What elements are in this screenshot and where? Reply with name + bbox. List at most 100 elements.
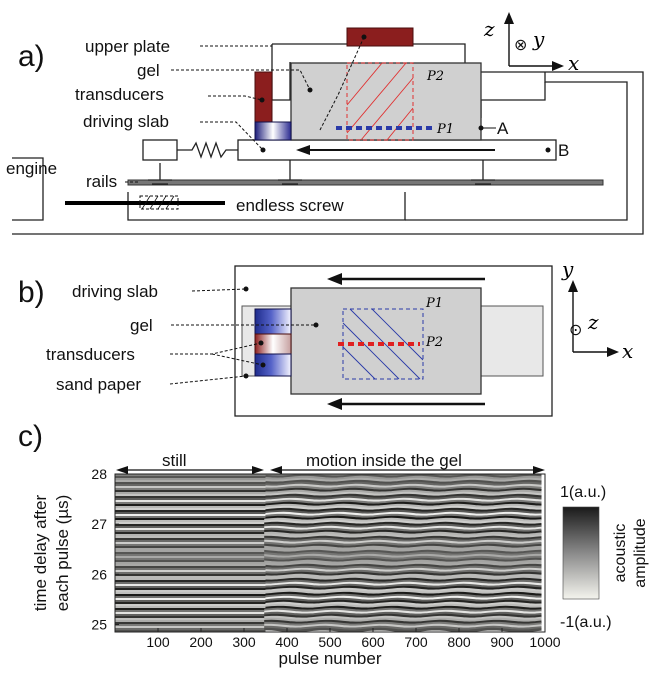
heatmap-row-motion [264, 589, 542, 595]
panel-c: c) 100 200 300 400 500 600 700 800 900 1000 25262… [18, 420, 649, 668]
heatmap-row-still [115, 496, 266, 499]
heatmap-row-motion [264, 573, 542, 579]
x-tick-label: 1000 [529, 634, 560, 650]
colorbar [562, 506, 600, 600]
heatmap-row-still [115, 534, 266, 537]
heatmap-row-motion [264, 551, 542, 557]
x-tick-label: 700 [404, 634, 428, 650]
axis-z-label-a: z [483, 17, 495, 41]
rails [127, 179, 604, 186]
heatmap-row-motion [264, 591, 542, 597]
heatmap-row-still [115, 630, 266, 632]
heatmap-row-still [115, 494, 266, 497]
heatmap-row-motion [264, 569, 542, 575]
axis-y-label-a: y [532, 27, 545, 51]
heatmap-row-still [115, 552, 266, 555]
heatmap-row-still [115, 584, 266, 587]
heatmap-row-motion [264, 499, 542, 505]
heatmap-row-still [115, 514, 266, 517]
colorbar-title-line2: amplitude [632, 518, 649, 587]
heatmap-row-motion [264, 481, 542, 487]
heatmap-row-motion [264, 525, 542, 531]
y-axis-ticks: 25 26 27 28 [91, 466, 119, 632]
heatmap-row-motion [264, 557, 542, 563]
x-tick-label: 600 [361, 634, 385, 650]
spring [177, 141, 240, 159]
heatmap-row-still [115, 540, 266, 543]
heatmap-row-still [115, 498, 266, 501]
heatmap-row-motion [264, 485, 542, 491]
heatmap-row-motion [264, 565, 542, 571]
label-point-b: B [558, 141, 569, 160]
heatmap-row-still [115, 508, 266, 511]
heatmap-row-motion [264, 497, 542, 503]
heatmap-row-still [115, 618, 266, 621]
heatmap-row-still [115, 478, 266, 481]
heatmap-row-motion [264, 605, 542, 611]
heatmap-row-still [115, 556, 266, 559]
axes-a: z ⊗ y x [483, 12, 579, 75]
y-tick-label: 27 [91, 516, 107, 532]
into-page-icon: ⊗ [514, 37, 527, 54]
heatmap-row-still [115, 480, 266, 483]
heatmap-row-still [115, 526, 266, 529]
screw-nut [139, 195, 179, 210]
base-frame [127, 192, 406, 221]
x-tick-label: 800 [447, 634, 471, 650]
heatmap-row-still [115, 558, 266, 561]
heatmap-row-still [115, 568, 266, 571]
heatmap-row-still [115, 532, 266, 535]
axis-x-label-a: x [568, 51, 579, 75]
heatmap-row-motion [264, 515, 542, 521]
heatmap-row-still [115, 554, 266, 557]
heatmap-row-motion [264, 475, 542, 481]
transducer-vertical [254, 71, 273, 123]
panel-c-label: c) [18, 420, 43, 453]
heatmap-row-motion [264, 563, 542, 569]
heatmap-row-motion [264, 543, 542, 549]
transducer-bottom [254, 353, 292, 377]
heatmap [115, 474, 542, 632]
heatmap-row-still [115, 626, 266, 629]
heatmap-row-motion [264, 623, 542, 629]
heatmap-row-still [115, 502, 266, 505]
x-tick-label: 900 [490, 634, 514, 650]
sand-paper-right [480, 305, 544, 377]
heatmap-row-motion [264, 503, 542, 509]
heatmap-row-motion [264, 615, 542, 621]
heatmap-row-motion [264, 487, 542, 493]
heatmap-row-still [115, 550, 266, 553]
heatmap-row-still [115, 594, 266, 597]
heatmap-row-motion [264, 599, 542, 605]
heatmap-row-still [115, 564, 266, 567]
heatmap-row-still [115, 506, 266, 509]
heatmap-row-motion [264, 583, 542, 589]
heatmap-row-still [115, 488, 266, 491]
heatmap-row-motion [264, 555, 542, 561]
heatmap-row-motion [264, 553, 542, 559]
heatmap-row-motion [264, 541, 542, 547]
heatmap-row-motion [264, 571, 542, 577]
label-upper-plate: upper plate [85, 37, 170, 56]
heatmap-row-still [115, 492, 266, 495]
heatmap-row-motion [264, 474, 542, 479]
heatmap-row-motion [264, 587, 542, 593]
heatmap-row-still [115, 574, 266, 577]
heatmap-row-motion [264, 549, 542, 555]
axes-b: y ⊙ z x [561, 257, 633, 363]
label-driving-slab-b: driving slab [72, 282, 158, 301]
heatmap-row-still [115, 530, 266, 533]
transducer-top [254, 308, 292, 335]
label-motion: motion inside the gel [306, 451, 462, 470]
heatmap-row-still [115, 578, 266, 581]
heatmap-row-still [115, 504, 266, 507]
heatmap-row-still [115, 592, 266, 595]
heatmap-row-motion [264, 489, 542, 495]
y-axis-label-line1: time delay after [31, 495, 50, 612]
heatmap-row-motion [264, 495, 542, 501]
heatmap-row-motion [264, 607, 542, 613]
wheel-support-middle [278, 159, 302, 185]
heatmap-row-still [115, 606, 266, 609]
colorbar-title-line1: acoustic [612, 524, 629, 583]
heatmap-row-still [115, 512, 266, 515]
